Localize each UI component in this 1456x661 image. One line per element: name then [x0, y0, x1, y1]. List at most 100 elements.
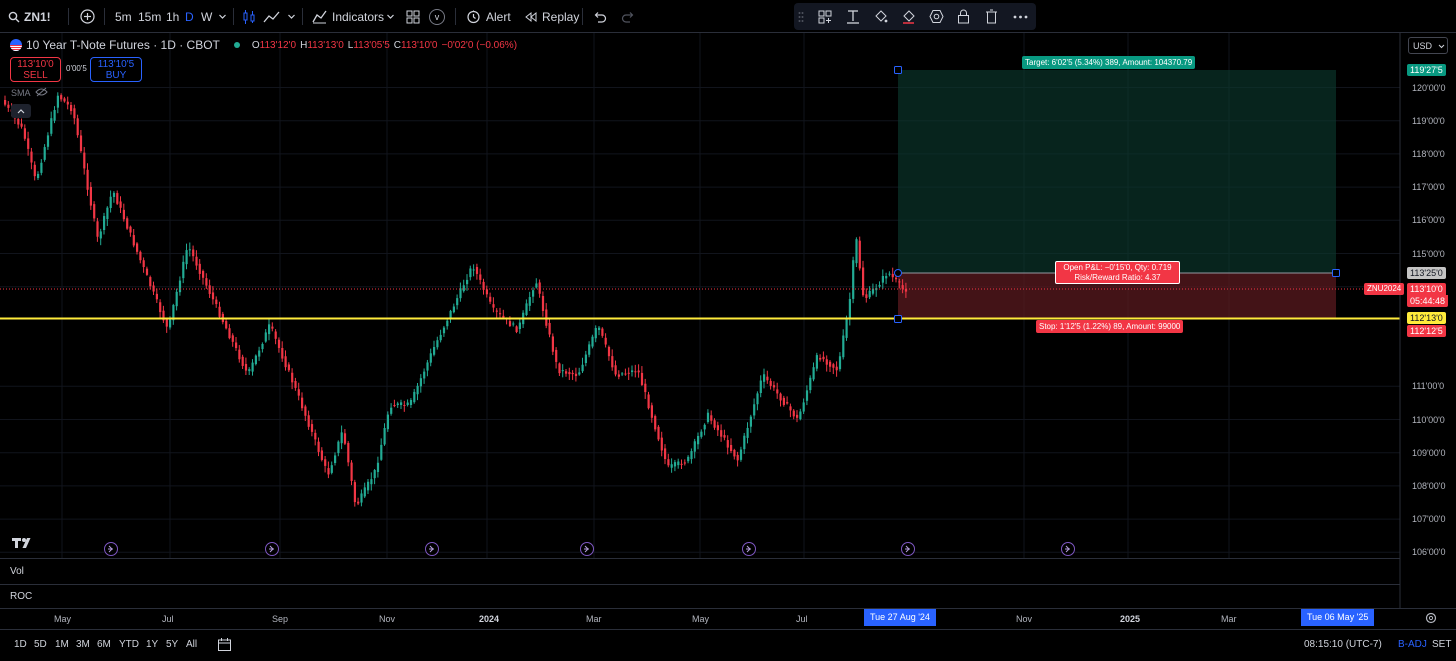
candle-body — [657, 426, 660, 440]
event-marker[interactable] — [1061, 542, 1075, 556]
range-button-3m[interactable]: 3M — [76, 639, 90, 650]
candle-body — [829, 361, 832, 367]
candle-body — [409, 399, 413, 405]
candles-button[interactable] — [241, 0, 257, 33]
candle-body — [258, 350, 261, 357]
candle-body — [561, 370, 564, 372]
interval-5m[interactable]: 5m — [115, 9, 132, 24]
symbol-search[interactable]: ZN1! — [8, 0, 51, 33]
interval-1w[interactable]: W — [201, 9, 213, 24]
chevron-up-icon — [17, 109, 25, 114]
settings-tool[interactable] — [929, 0, 944, 33]
event-marker[interactable] — [580, 542, 594, 556]
layout-button[interactable] — [406, 0, 420, 33]
redo-button[interactable] — [621, 0, 635, 33]
templates-tool[interactable] — [818, 0, 832, 33]
range-button-5d[interactable]: 5D — [34, 639, 47, 650]
event-marker[interactable] — [742, 542, 756, 556]
clock-timezone[interactable]: 08:15:10 (UTC-7) — [1304, 639, 1382, 650]
calendar-icon[interactable] — [217, 637, 232, 652]
price-chart[interactable] — [0, 33, 1456, 608]
indicators-dropdown[interactable] — [386, 0, 395, 33]
currency-select[interactable]: USD — [1408, 37, 1448, 54]
interval-15m[interactable]: 15m — [138, 9, 162, 24]
back-adjust-toggle[interactable]: B-ADJ — [1398, 639, 1427, 650]
candle-body — [43, 147, 46, 160]
interval-dropdown[interactable] — [218, 0, 227, 33]
range-button-1d[interactable]: 1D — [14, 639, 27, 650]
candle-body — [419, 378, 422, 387]
range-button-all[interactable]: All — [186, 639, 198, 650]
compare-button[interactable] — [80, 0, 95, 33]
buy-button[interactable]: 113'10'5 BUY — [90, 57, 142, 82]
target-label[interactable]: Target: 6'02'5 (5.34%) 389, Amount: 1043… — [1022, 56, 1196, 69]
line-color-tool[interactable] — [901, 0, 916, 33]
tradingview-logo[interactable] — [12, 536, 36, 553]
event-marker[interactable] — [425, 542, 439, 556]
candle-body — [832, 364, 835, 368]
templates-button[interactable]: v — [429, 0, 445, 33]
candle-body — [538, 282, 541, 294]
candle-body — [149, 277, 152, 287]
candle-body — [205, 278, 208, 286]
candle-body — [304, 406, 307, 416]
stop-handle — [894, 315, 902, 323]
range-button-6m[interactable]: 6M — [97, 639, 111, 650]
event-marker[interactable] — [265, 542, 279, 556]
fill-color-tool[interactable] — [873, 0, 888, 33]
open-pnl-label[interactable]: Open P&L: −0'15'0, Qty: 0.719 Risk/Rewar… — [1055, 261, 1180, 284]
templates-badge: v — [429, 8, 445, 25]
forward-circle-icon — [269, 545, 274, 553]
candle-body — [327, 468, 330, 475]
candle-body — [736, 454, 739, 461]
time-axis-label: Nov — [1016, 614, 1033, 624]
alert-button[interactable]: Alert — [466, 0, 511, 33]
candle-body — [271, 326, 274, 329]
eye-hidden-icon[interactable] — [35, 87, 48, 97]
collapse-legend-button[interactable] — [11, 104, 31, 118]
roc-pane[interactable] — [0, 584, 1400, 608]
indicators-button[interactable]: Indicators — [312, 0, 384, 33]
candle-body — [334, 455, 337, 463]
candle-body — [169, 317, 172, 328]
replay-button[interactable]: Replay — [524, 0, 579, 33]
candle-body — [307, 415, 310, 427]
candle-body — [139, 251, 142, 261]
event-marker[interactable] — [901, 542, 915, 556]
sma-indicator-label[interactable]: SMA — [11, 88, 31, 98]
stop-label[interactable]: Stop: 1'12'5 (1.22%) 89, Amount: 99000 — [1036, 320, 1184, 333]
candle-body — [426, 362, 429, 371]
interval-1h[interactable]: 1h — [166, 9, 180, 24]
lock-tool[interactable] — [957, 0, 970, 33]
volume-pane[interactable] — [0, 558, 1400, 584]
profit-zone — [898, 70, 1336, 273]
event-marker[interactable] — [104, 542, 118, 556]
divider — [582, 8, 583, 25]
candle-body — [109, 196, 112, 208]
range-button-1m[interactable]: 1M — [55, 639, 69, 650]
candle-body — [20, 123, 23, 127]
settlement-toggle[interactable]: SET — [1432, 639, 1452, 650]
range-button-1y[interactable]: 1Y — [146, 639, 159, 650]
sell-button[interactable]: 113'10'0 SELL — [10, 57, 61, 82]
delete-tool[interactable] — [985, 0, 998, 33]
drawbar-drag-handle[interactable] — [798, 0, 804, 33]
candle-body — [446, 320, 449, 327]
candle-body — [766, 376, 769, 381]
more-tool[interactable] — [1013, 0, 1028, 33]
text-tool[interactable] — [846, 0, 860, 33]
interval-1d[interactable]: D — [185, 9, 194, 24]
chart-type-button[interactable] — [263, 0, 281, 33]
candle-body — [782, 397, 785, 405]
candle-body — [208, 285, 211, 294]
candle-body — [33, 164, 36, 177]
gear-icon[interactable] — [1425, 612, 1437, 624]
range-button-ytd[interactable]: YTD — [119, 639, 139, 650]
ohlc-high: H113'13'0 — [300, 39, 344, 51]
candle-body — [241, 356, 244, 366]
undo-button[interactable] — [593, 0, 607, 33]
range-button-5y[interactable]: 5Y — [166, 639, 179, 650]
time-axis[interactable] — [0, 608, 1456, 629]
chart-type-dropdown[interactable] — [287, 0, 296, 33]
symbol-description[interactable]: 10 Year T-Note Futures · 1D · CBOT — [26, 38, 220, 52]
